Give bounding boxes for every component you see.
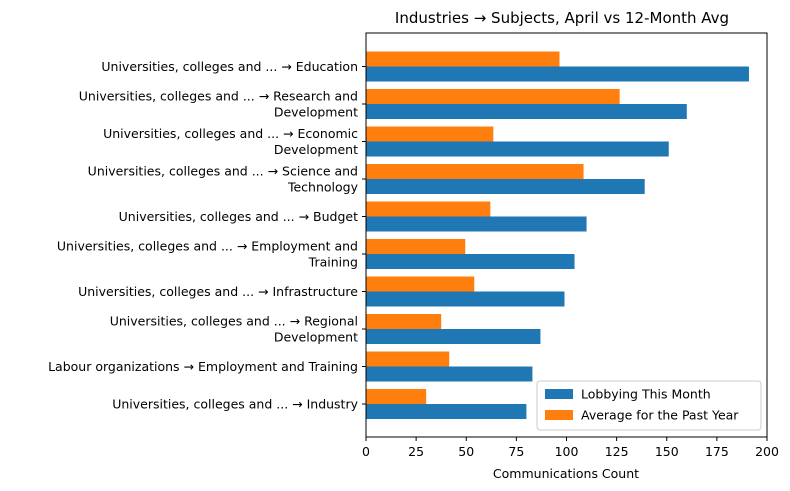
x-tick-label: 0 (362, 444, 370, 459)
category-label: Universities, colleges and ... → Infrast… (78, 284, 358, 299)
bar-average-past-year (366, 51, 560, 67)
bar-average-past-year (366, 164, 584, 179)
x-axis-ticks: 0 25 50 75 100 125 150 175 200 (362, 437, 779, 459)
bar-lobbying-this-month (366, 216, 587, 232)
x-tick-label: 150 (655, 444, 679, 459)
bar-average-past-year (366, 201, 491, 217)
bar-average-past-year (366, 314, 442, 329)
bar-lobbying-this-month (366, 291, 565, 307)
category-label: Universities, colleges and ... → Budget (119, 209, 358, 224)
bar-average-past-year (366, 239, 466, 254)
bar-lobbying-this-month (366, 66, 749, 82)
category-labels: Universities, colleges and ... → Educati… (48, 59, 366, 412)
legend-label: Average for the Past Year (581, 408, 739, 423)
x-tick-label: 25 (408, 444, 424, 459)
bar-average-past-year (366, 351, 450, 367)
bar-lobbying-this-month (366, 366, 533, 382)
bar-lobbying-this-month (366, 179, 645, 194)
x-tick-label: 200 (755, 444, 779, 459)
category-label: Universities, colleges and ... → Science… (88, 164, 359, 195)
legend-label: Lobbying This Month (581, 387, 711, 402)
bar-lobbying-this-month (366, 329, 541, 344)
bar-average-past-year (366, 276, 475, 292)
x-tick-label: 50 (458, 444, 474, 459)
category-label: Universities, colleges and ... → Educati… (101, 59, 358, 74)
x-tick-label: 75 (508, 444, 524, 459)
legend-box (536, 380, 762, 431)
bars-group (366, 51, 749, 419)
bar-lobbying-this-month (366, 254, 575, 269)
legend: Lobbying This Month Average for the Past … (536, 380, 762, 431)
x-tick-label: 125 (605, 444, 629, 459)
bar-lobbying-this-month (366, 141, 669, 157)
category-label: Labour organizations → Employment and Tr… (48, 359, 358, 374)
legend-swatch (545, 410, 573, 420)
category-label: Universities, colleges and ... → Researc… (79, 89, 358, 120)
category-label: Universities, colleges and ... → Employm… (57, 239, 358, 270)
category-label: Universities, colleges and ... → Industr… (112, 397, 358, 412)
x-tick-label: 175 (705, 444, 729, 459)
x-axis-label: Communications Count (493, 466, 639, 481)
category-label: Universities, colleges and ... → Regiona… (110, 314, 358, 345)
category-label: Universities, colleges and ... → Economi… (103, 126, 358, 157)
chart-title: Industries → Subjects, April vs 12-Month… (395, 9, 729, 27)
legend-swatch (545, 389, 573, 399)
bar-lobbying-this-month (366, 104, 687, 119)
bar-average-past-year (366, 89, 620, 104)
bar-lobbying-this-month (366, 404, 527, 419)
bar-average-past-year (366, 389, 427, 404)
x-tick-label: 100 (555, 444, 579, 459)
bar-average-past-year (366, 126, 494, 142)
plot-frame (365, 32, 768, 438)
